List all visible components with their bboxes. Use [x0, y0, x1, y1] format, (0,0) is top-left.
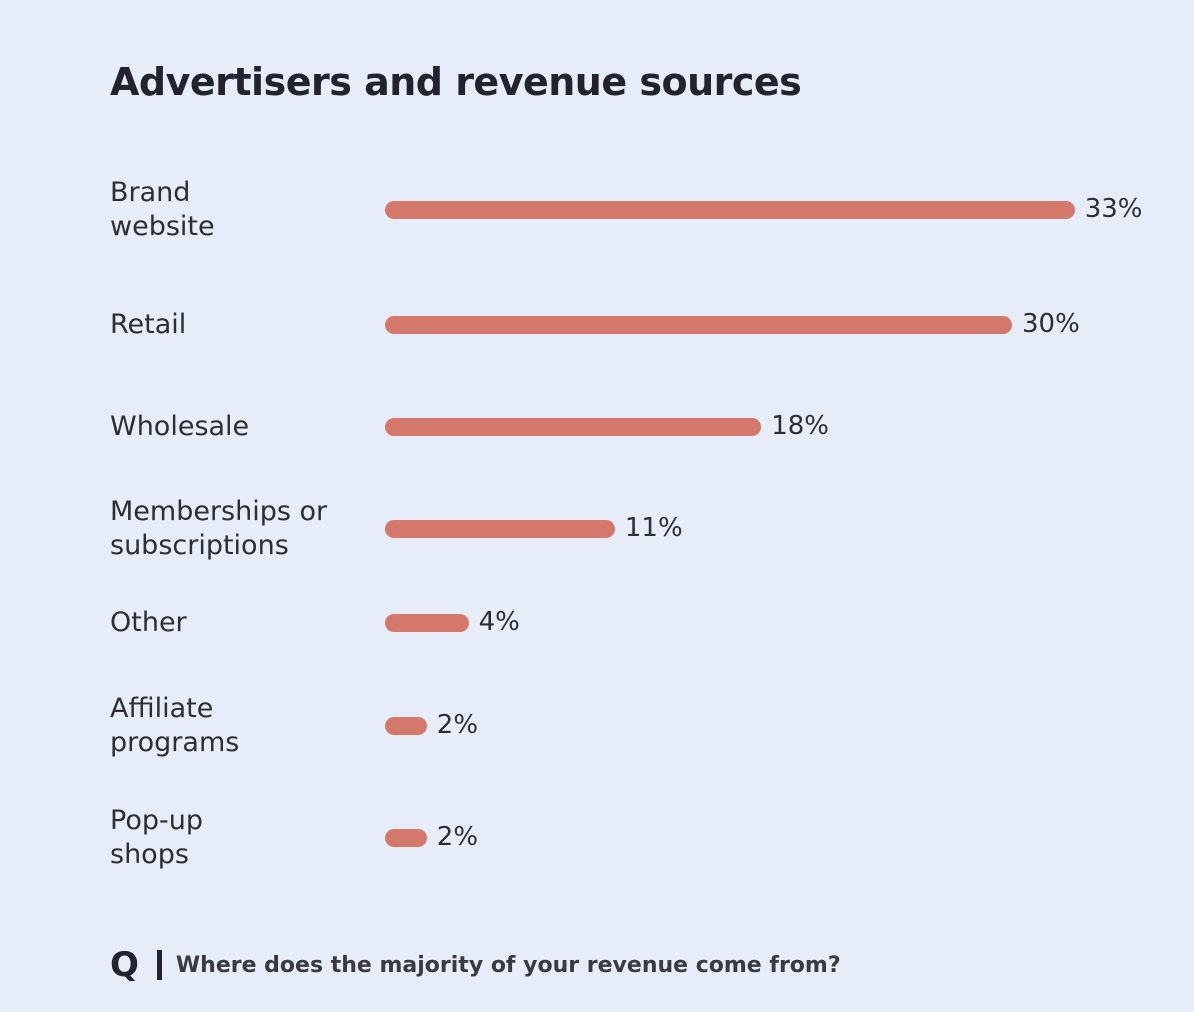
category-label-line: Affiliate — [110, 693, 214, 724]
category-label: Brand website — [110, 176, 370, 244]
value-label: 30% — [1022, 309, 1080, 339]
separator — [156, 950, 162, 980]
category-label-line: programs — [110, 727, 240, 758]
category-label: Wholesale — [110, 410, 370, 444]
bar — [385, 614, 469, 632]
footer: Q Where does the majority of your revenu… — [110, 945, 841, 985]
bar — [385, 201, 1075, 219]
chart-title: Advertisers and revenue sources — [110, 60, 802, 104]
bar — [385, 829, 427, 847]
category-label-line: Other — [110, 607, 187, 638]
category-label-line: Pop-up — [110, 805, 203, 836]
category-label: Affiliate programs — [110, 692, 370, 760]
q-mark: Q — [110, 945, 139, 985]
category-label-line: Retail — [110, 309, 187, 340]
survey-question: Where does the majority of your revenue … — [175, 952, 841, 978]
bar — [385, 717, 427, 735]
bar — [385, 316, 1012, 334]
value-label: 18% — [771, 411, 829, 441]
category-label-line: Brand — [110, 177, 191, 208]
value-label: 2% — [436, 710, 479, 740]
category-label-line: shops — [110, 839, 189, 870]
category-label: Retail — [110, 308, 370, 342]
value-label: 11% — [624, 513, 683, 543]
bar — [385, 520, 615, 538]
category-label-line: Wholesale — [110, 411, 250, 442]
category-label-line: website — [110, 211, 215, 242]
value-label: 2% — [436, 822, 479, 852]
bar — [385, 418, 762, 436]
category-label: Memberships or subscriptions — [110, 495, 370, 563]
category-label: Pop-up shops — [110, 804, 370, 872]
category-label-line: subscriptions — [110, 530, 289, 561]
category-label-line: Memberships or — [110, 496, 328, 527]
category-label: Other — [110, 606, 370, 640]
value-label: 33% — [1084, 194, 1143, 224]
value-label: 4% — [478, 607, 520, 637]
